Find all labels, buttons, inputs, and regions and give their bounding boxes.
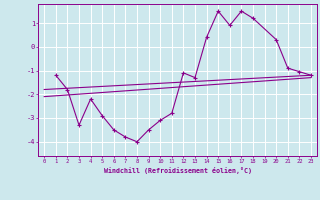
X-axis label: Windchill (Refroidissement éolien,°C): Windchill (Refroidissement éolien,°C) <box>104 167 252 174</box>
